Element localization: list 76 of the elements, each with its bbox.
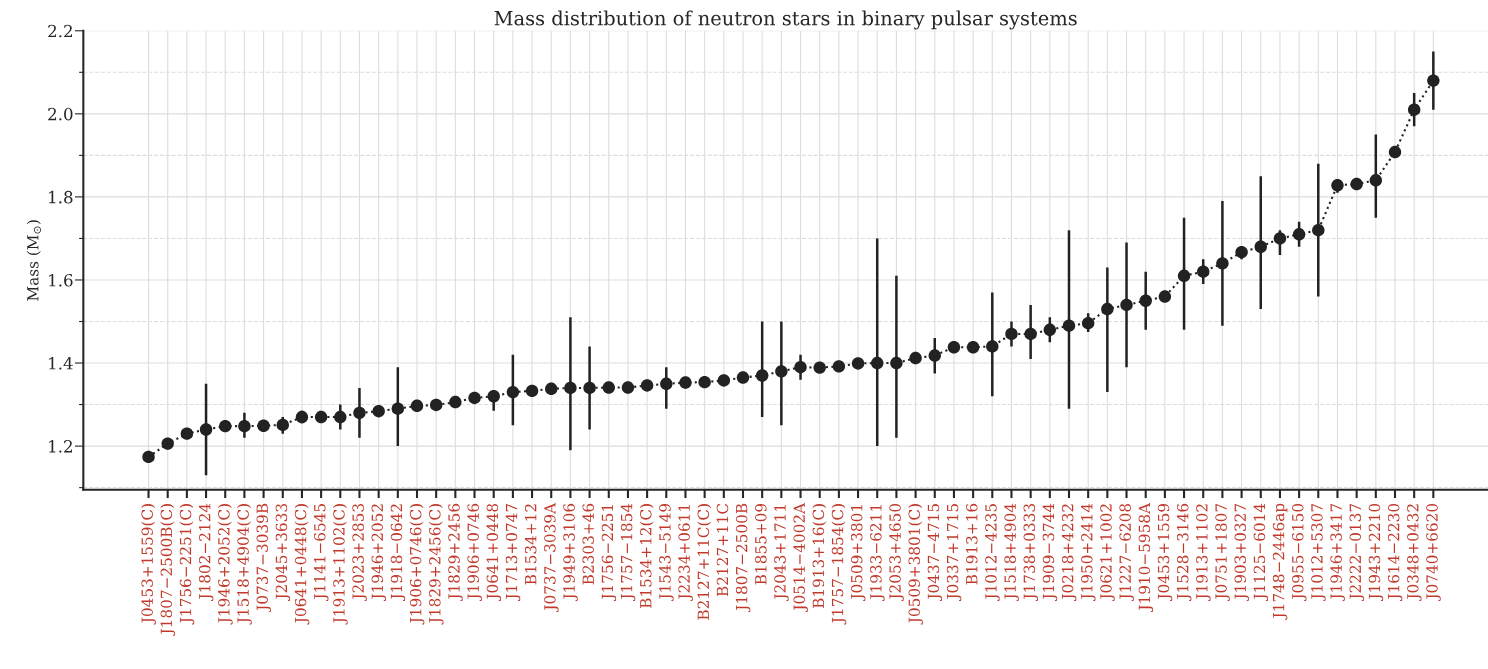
x-tick-label: J1528−3146 xyxy=(1176,503,1192,601)
x-tick-label: J1756−2251 xyxy=(601,505,617,601)
x-tick-label: J0509+3801(C) xyxy=(908,504,923,625)
x-tick-label: J1012+5307 xyxy=(1311,504,1326,601)
y-tick-label: 2.0 xyxy=(48,107,73,121)
x-tick-label: J0218+4232 xyxy=(1061,504,1077,601)
x-tick-label: J1141−6545 xyxy=(313,504,329,601)
x-tick-label: B2127+11C xyxy=(716,503,729,597)
x-tick-label: J0509+3801 xyxy=(850,505,866,601)
x-tick-label: J0514−4002A xyxy=(793,502,808,612)
x-tick-label: B1534+12 xyxy=(524,504,537,585)
y-tick-label: 1.6 xyxy=(49,273,73,287)
x-tick-label: J1909−3744 xyxy=(1042,503,1058,601)
y-tick-label: 1.2 xyxy=(49,440,72,453)
x-tick-label: B1913+16(C) xyxy=(812,504,827,609)
x-tick-label: J1913+1102(C) xyxy=(332,504,348,625)
x-tick-label: J1518+4904(C) xyxy=(237,504,252,625)
x-tick-label: J1807−2500B xyxy=(735,503,751,613)
x-tick-label: B1534+12(C) xyxy=(639,504,654,609)
x-tick-label: J0737−3039A xyxy=(544,502,559,612)
x-tick-label: J2222−0137 xyxy=(1349,504,1365,601)
x-tick-label: J1748−2446ap xyxy=(1272,503,1288,620)
y-tick-label: 1.8 xyxy=(49,190,73,204)
x-tick-label: J1518+4904 xyxy=(1004,503,1019,601)
x-tick-label: J1918−0642 xyxy=(390,504,406,601)
x-tick-label: J0348+0432 xyxy=(1407,504,1422,601)
x-tick-label: J1906+0746 xyxy=(467,503,482,601)
x-tick-label: J1713+0747 xyxy=(505,504,521,601)
x-tick-label: J0437−4715 xyxy=(927,504,943,601)
x-tick-label: J1012−4235 xyxy=(985,504,1000,601)
x-tick-label: J2234+0611 xyxy=(678,505,693,601)
x-tick-label: J2043+1711 xyxy=(774,505,789,601)
x-tick-label: J1950+2414 xyxy=(1081,503,1096,601)
x-tick-label: J1802−2124 xyxy=(198,503,214,601)
x-tick-label: J0955−6150 xyxy=(1291,503,1307,601)
x-tick-label: J1757−1854(C) xyxy=(831,504,847,625)
x-tick-label: J1829+2456 xyxy=(448,503,463,601)
x-tick-label: J1946+3417 xyxy=(1330,504,1345,601)
x-tick-label: J0641+0448(C) xyxy=(294,504,310,625)
x-tick-label: J1946+2052 xyxy=(371,504,387,601)
x-tick-label: J0337+1715 xyxy=(946,504,962,601)
x-tick-label: J0453+1559(C) xyxy=(141,504,156,625)
x-tick-label: J1933−6211 xyxy=(870,505,885,601)
x-tick-label: B1855+09 xyxy=(755,503,767,585)
x-tick-label: J1946+2052(C) xyxy=(217,504,233,625)
x-tick-label: J0740+6620 xyxy=(1426,503,1441,601)
x-tick-label: J2045+3633 xyxy=(275,504,291,601)
x-tick-label: J1943+2210 xyxy=(1368,503,1384,601)
x-tick-label: J1913+1102 xyxy=(1196,504,1211,601)
x-tick-label: J1614−2230 xyxy=(1387,503,1403,601)
y-axis-title: Mass (M$_{⊙}$) xyxy=(26,220,42,301)
x-tick-label: J0641+0448 xyxy=(486,503,502,601)
x-tick-label: J0621+1002 xyxy=(1100,504,1115,601)
x-tick-label: J2023+2853 xyxy=(352,504,367,601)
x-tick-label: J1738+0333 xyxy=(1023,504,1039,601)
x-tick-label: J2053+4650 xyxy=(889,503,904,601)
x-tick-label: J1543−5149 xyxy=(659,503,674,601)
x-tick-label: J1949+3106 xyxy=(563,503,578,601)
x-tick-label: J1756−2251(C) xyxy=(179,504,195,625)
x-tick-label: J0737−3039B xyxy=(256,503,271,613)
x-tick-label: B2127+11C(C) xyxy=(697,504,712,620)
x-tick-label: B2303+46 xyxy=(582,503,595,585)
x-tick-label: J0751+1807 xyxy=(1215,504,1230,601)
x-tick-label: J1757−1854 xyxy=(620,503,636,601)
x-tick-label: J1227−6208 xyxy=(1119,503,1134,601)
x-tick-label: J1125−6014 xyxy=(1253,503,1269,601)
y-tick-label: 1.4 xyxy=(49,357,73,370)
x-tick-label: J1903+0327 xyxy=(1234,504,1249,601)
x-tick-label: J1910−5958A xyxy=(1138,502,1154,612)
x-tick-label: J1829+2456(C) xyxy=(428,504,444,625)
x-tick-label: J1807−2500B(C) xyxy=(160,504,176,636)
x-tick-label: J0453+1559 xyxy=(1157,503,1173,601)
chart-title: Mass distribution of neutron stars in binary pulsar systems xyxy=(494,10,1077,30)
y-tick-label: 2.2 xyxy=(48,24,72,38)
x-tick-label: J1906+0746(C) xyxy=(409,504,425,625)
x-tick-label: B1913+16 xyxy=(965,503,978,585)
